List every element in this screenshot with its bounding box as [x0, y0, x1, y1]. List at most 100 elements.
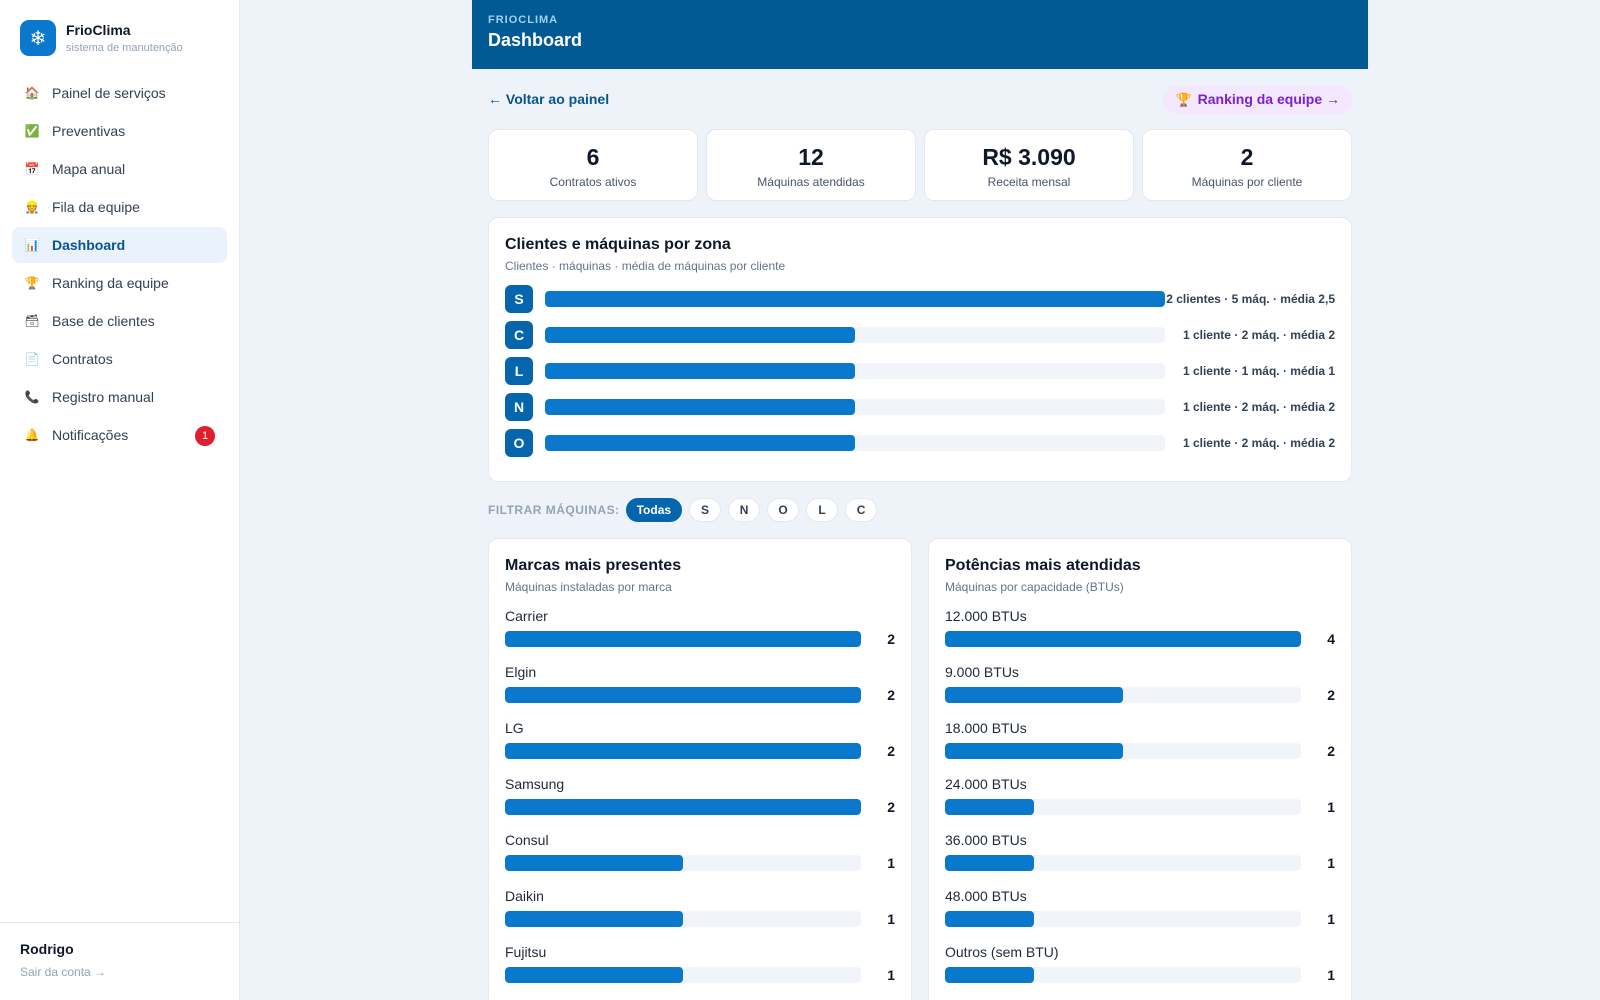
sidebar-item-label: Painel de serviços [52, 85, 166, 101]
bar-value: 1 [887, 855, 895, 871]
bar-track [945, 631, 1301, 647]
zone-summary: 1 cliente · 2 máq. · média 2 [1182, 400, 1335, 414]
team-ranking-link[interactable]: 🏆 Ranking da equipe → [1163, 84, 1352, 114]
brand: ❄ FrioClima sistema de manutenção [20, 20, 183, 56]
filter-chip-c[interactable]: C [845, 498, 878, 522]
bar-label: Samsung [505, 776, 565, 792]
bar-row: Consul 1 [505, 832, 895, 888]
stat-value: R$ 3.090 [982, 144, 1076, 170]
bar-track [945, 911, 1301, 927]
bar-label: Daikin [505, 888, 544, 904]
links-row: ← Voltar ao painel 🏆 Ranking da equipe → [488, 69, 1352, 129]
sidebar-item-notificacoes[interactable]: 🔔 Notificações 1 [12, 417, 227, 453]
zone-bar-track [545, 399, 1165, 415]
sidebar-item-registro-manual[interactable]: 📞 Registro manual [12, 379, 227, 415]
user-name: Rodrigo [20, 941, 74, 957]
filter-chip-o[interactable]: O [767, 498, 800, 522]
sidebar-item-label: Mapa anual [52, 161, 126, 177]
bar-fill [505, 799, 861, 815]
filter-chip-n[interactable]: N [728, 498, 761, 522]
bar-row: 18.000 BTUs 2 [945, 720, 1335, 776]
bar-track [945, 855, 1301, 871]
team-ranking-label: Ranking da equipe → [1197, 90, 1340, 107]
bar-track [945, 743, 1301, 759]
bar-row: Outros (sem BTU) 1 [945, 944, 1335, 1000]
bar-row: 12.000 BTUs 4 [945, 608, 1335, 664]
bar-line: 1 [945, 911, 1335, 927]
brand-name: FrioClima [66, 22, 131, 38]
bar-label: Consul [505, 832, 549, 848]
filter-chip-l[interactable]: L [806, 498, 839, 522]
bar-label: Outros (sem BTU) [945, 944, 1059, 960]
sidebar-item-contratos[interactable]: 📄 Contratos [12, 341, 227, 377]
zone-bar-fill [545, 435, 855, 451]
bar-fill [945, 743, 1123, 759]
sidebar-item-base-clientes[interactable]: 🗃 Base de clientes [12, 303, 227, 339]
bar-fill [945, 855, 1034, 871]
powers-title: Potências mais atendidas [945, 557, 1141, 574]
bar-value: 2 [1327, 743, 1335, 759]
bar-track [505, 967, 861, 983]
brand-subtitle: sistema de manutenção [66, 42, 183, 54]
stat-card-machines: 12 Máquinas atendidas [706, 129, 916, 201]
zone-badge: S [505, 285, 533, 313]
trophy-icon: 🏆 [24, 276, 40, 290]
bar-row: Fujitsu 1 [505, 944, 895, 1000]
zone-summary: 1 cliente · 2 máq. · média 2 [1182, 436, 1335, 450]
bar-fill [945, 687, 1123, 703]
bar-value: 1 [1327, 911, 1335, 927]
stat-value: 6 [586, 144, 600, 170]
bar-value: 1 [1327, 967, 1335, 983]
zone-bar-fill [545, 399, 855, 415]
bar-label: 18.000 BTUs [945, 720, 1027, 736]
stat-card-machines-per-client: 2 Máquinas por cliente [1142, 129, 1352, 201]
zone-badge: O [505, 429, 533, 457]
zone-bar-fill [545, 327, 855, 343]
bar-row: 24.000 BTUs 1 [945, 776, 1335, 832]
zone-summary: 1 cliente · 2 máq. · média 2 [1182, 328, 1335, 342]
logout-link[interactable]: Sair da conta → [20, 965, 107, 979]
zone-bar-fill [545, 363, 855, 379]
bar-row: 48.000 BTUs 1 [945, 888, 1335, 944]
zones-card: Clientes e máquinas por zona Clientes · … [488, 217, 1352, 482]
bar-value: 2 [887, 631, 895, 647]
house-icon: 🏠 [24, 86, 40, 100]
bar-label: 24.000 BTUs [945, 776, 1027, 792]
filter-chip-s[interactable]: S [689, 498, 722, 522]
sidebar-item-ranking[interactable]: 🏆 Ranking da equipe [12, 265, 227, 301]
bar-track [505, 799, 861, 815]
zone-row: L 1 cliente · 1 máq. · média 1 [505, 357, 1335, 385]
zone-badge: N [505, 393, 533, 421]
bar-row: Samsung 2 [505, 776, 895, 832]
stat-label: Contratos ativos [549, 175, 637, 189]
zone-row: S 2 clientes · 5 máq. · média 2,5 [505, 285, 1335, 313]
zone-summary: 2 clientes · 5 máq. · média 2,5 [1166, 292, 1335, 306]
bar-line: 1 [505, 967, 895, 983]
bar-value: 1 [1327, 855, 1335, 871]
sidebar-item-painel[interactable]: 🏠 Painel de serviços [12, 75, 227, 111]
bar-track [505, 687, 861, 703]
bar-line: 1 [945, 855, 1335, 871]
bar-value: 1 [887, 967, 895, 983]
bar-line: 2 [505, 631, 895, 647]
sidebar-item-dashboard[interactable]: 📊 Dashboard [12, 227, 227, 263]
sidebar-item-fila-equipe[interactable]: 👷 Fila da equipe [12, 189, 227, 225]
back-to-panel-link[interactable]: ← Voltar ao painel [488, 91, 610, 107]
notification-count-badge: 1 [195, 426, 215, 446]
sidebar-item-label: Contratos [52, 351, 113, 367]
bar-line: 1 [505, 855, 895, 871]
filter-chip-todas[interactable]: Todas [625, 498, 683, 522]
brand-bar-list: Carrier 2 Elgin 2 LG 2 Samsung 2 Consul 1 Daikin 1 F… [505, 608, 895, 1000]
bar-row: 9.000 BTUs 2 [945, 664, 1335, 720]
bar-fill [505, 687, 861, 703]
stat-label: Máquinas por cliente [1191, 175, 1303, 189]
sidebar-item-mapa-anual[interactable]: 📅 Mapa anual [12, 151, 227, 187]
bar-row: Daikin 1 [505, 888, 895, 944]
brands-title: Marcas mais presentes [505, 557, 682, 574]
stat-card-contracts: 6 Contratos ativos [488, 129, 698, 201]
sidebar-nav: 🏠 Painel de serviços ✅ Preventivas 📅 Map… [12, 75, 227, 455]
sidebar-item-preventivas[interactable]: ✅ Preventivas [12, 113, 227, 149]
zone-row: N 1 cliente · 2 máq. · média 2 [505, 393, 1335, 421]
phone-icon: 📞 [24, 390, 40, 404]
bar-track [505, 743, 861, 759]
